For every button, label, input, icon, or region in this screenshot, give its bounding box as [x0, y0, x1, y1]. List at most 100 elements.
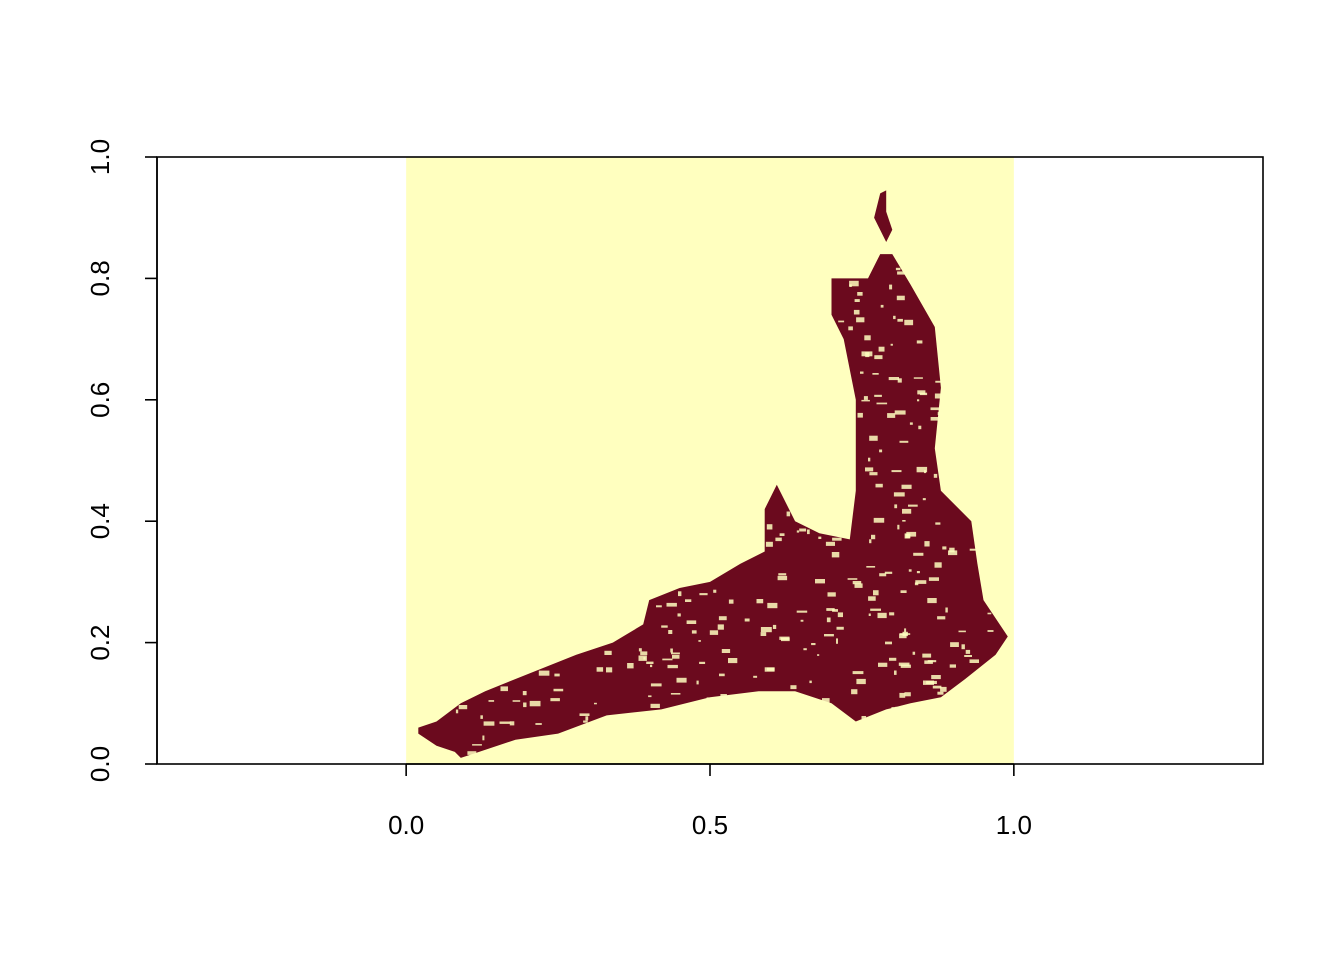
- texture-fleck: [822, 698, 830, 703]
- texture-fleck: [896, 295, 905, 301]
- texture-fleck: [878, 662, 888, 667]
- texture-fleck: [583, 720, 588, 723]
- texture-fleck: [909, 422, 913, 425]
- texture-fleck: [594, 702, 597, 705]
- texture-fleck: [852, 581, 862, 585]
- texture-fleck: [535, 723, 542, 725]
- texture-fleck: [811, 643, 816, 646]
- texture-fleck: [922, 653, 932, 658]
- texture-fleck: [894, 410, 906, 415]
- texture-fleck: [868, 457, 871, 462]
- texture-fleck: [579, 713, 590, 716]
- texture-fleck: [857, 412, 863, 418]
- texture-fleck: [488, 700, 495, 702]
- x-tick-label: 1.0: [996, 810, 1032, 840]
- texture-fleck: [766, 524, 773, 530]
- texture-fleck: [529, 700, 541, 707]
- texture-fleck: [500, 686, 508, 692]
- texture-fleck: [650, 683, 662, 687]
- y-tick-label: 0.8: [85, 260, 115, 296]
- texture-fleck: [472, 744, 482, 746]
- texture-fleck: [934, 562, 942, 568]
- texture-fleck: [899, 692, 906, 698]
- texture-fleck: [937, 691, 944, 695]
- texture-fleck: [942, 546, 947, 550]
- texture-fleck: [824, 634, 834, 637]
- texture-fleck: [889, 657, 897, 661]
- texture-fleck: [900, 664, 911, 668]
- texture-fleck: [933, 473, 938, 478]
- texture-fleck: [958, 630, 966, 633]
- texture-fleck: [604, 650, 612, 655]
- texture-fleck: [871, 534, 876, 540]
- texture-fleck: [885, 641, 892, 645]
- texture-fleck: [934, 393, 942, 399]
- texture-fleck: [760, 627, 772, 633]
- y-axis: 0.0 0.2 0.4 0.6 0.8 1.0: [85, 139, 158, 782]
- texture-fleck: [866, 566, 876, 568]
- y-tick-label: 0.2: [85, 625, 115, 661]
- texture-fleck: [889, 612, 895, 616]
- x-tick-label: 0.0: [388, 810, 424, 840]
- y-tick-label: 0.0: [85, 746, 115, 782]
- texture-fleck: [849, 280, 859, 287]
- texture-fleck: [875, 483, 883, 488]
- texture-fleck: [777, 575, 788, 581]
- texture-fleck: [753, 675, 758, 678]
- texture-fleck: [930, 417, 939, 421]
- texture-fleck: [879, 573, 887, 577]
- texture-fleck: [852, 671, 864, 675]
- texture-fleck: [677, 613, 681, 617]
- texture-fleck: [884, 571, 893, 574]
- texture-fleck: [772, 624, 777, 629]
- texture-fleck: [836, 638, 838, 644]
- texture-fleck: [861, 351, 873, 357]
- texture-fleck: [718, 616, 727, 621]
- y-tick-label: 1.0: [85, 139, 115, 175]
- texture-fleck: [860, 371, 864, 374]
- texture-fleck: [865, 467, 874, 472]
- texture-fleck: [765, 541, 773, 547]
- texture-fleck: [790, 685, 797, 690]
- texture-fleck: [778, 573, 787, 576]
- texture-fleck: [767, 667, 775, 671]
- texture-fleck: [869, 472, 878, 476]
- texture-fleck: [965, 649, 971, 654]
- texture-fleck: [832, 609, 838, 612]
- texture-fleck: [650, 703, 660, 708]
- texture-fleck: [904, 692, 911, 697]
- texture-fleck: [937, 412, 944, 415]
- texture-fleck: [861, 399, 870, 402]
- texture-fleck: [676, 677, 687, 683]
- texture-fleck: [987, 630, 994, 632]
- texture-fleck: [899, 440, 909, 443]
- texture-fleck: [987, 612, 992, 615]
- texture-fleck: [868, 596, 876, 601]
- texture-fleck: [908, 504, 918, 507]
- texture-fleck: [662, 658, 673, 661]
- texture-fleck: [961, 644, 965, 650]
- texture-fleck: [760, 632, 767, 636]
- texture-fleck: [523, 702, 527, 708]
- texture-fleck: [817, 654, 820, 656]
- texture-fleck: [861, 716, 867, 720]
- texture-fleck: [949, 547, 955, 553]
- texture-fleck: [904, 319, 914, 326]
- texture-fleck: [831, 552, 840, 558]
- texture-fleck: [678, 591, 682, 597]
- texture-fleck: [873, 517, 885, 523]
- texture-fleck: [756, 599, 764, 604]
- texture-fleck: [691, 630, 697, 634]
- y-tick-label: 0.6: [85, 382, 115, 418]
- texture-fleck: [948, 550, 958, 556]
- texture-fleck: [698, 640, 701, 642]
- texture-fleck: [894, 504, 898, 509]
- texture-fleck: [898, 662, 910, 666]
- texture-fleck: [728, 599, 734, 604]
- x-tick-label: 0.5: [692, 810, 728, 840]
- texture-fleck: [656, 605, 662, 608]
- texture-fleck: [832, 537, 842, 541]
- texture-fleck: [851, 689, 858, 695]
- texture-fleck: [870, 608, 881, 611]
